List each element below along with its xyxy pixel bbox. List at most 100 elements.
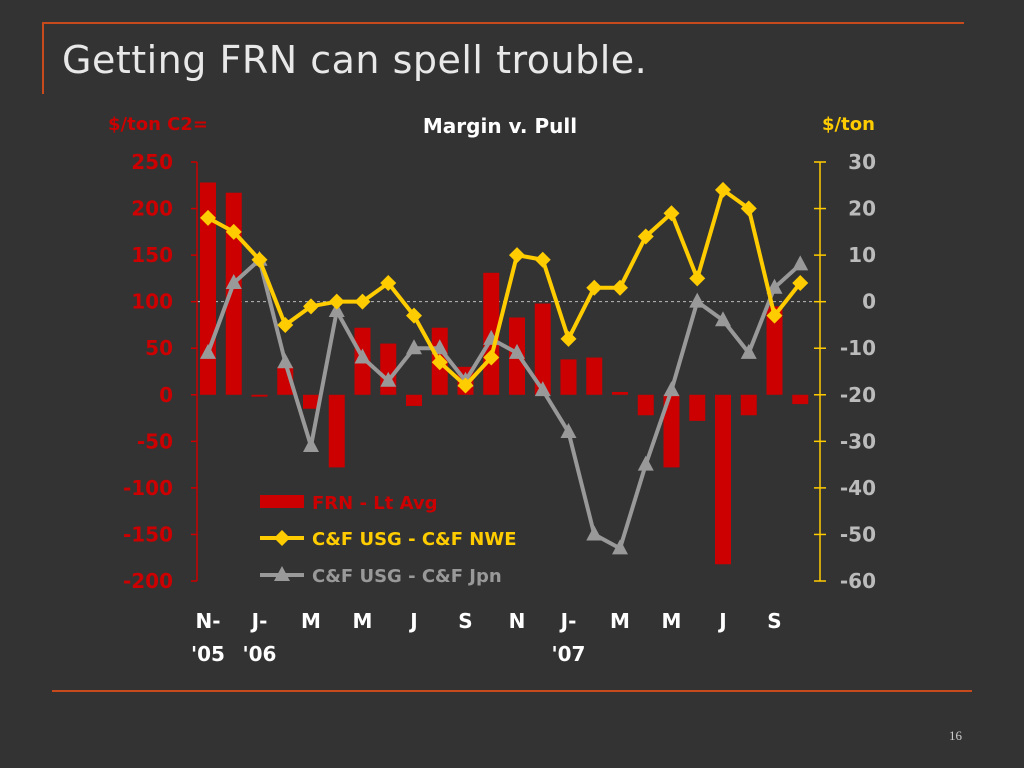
nwe-series-point [483, 349, 500, 366]
bottom-rule [52, 690, 972, 692]
jpn-series-point [380, 371, 397, 387]
jpn-series-point [637, 455, 654, 471]
left-tick-label: -150 [123, 522, 173, 546]
jpn-series-point [560, 423, 577, 439]
left-tick-label: -200 [123, 569, 173, 593]
nwe-series-line [207, 187, 802, 388]
right-tick-label: -10 [840, 336, 876, 360]
left-tick-label: -50 [137, 429, 173, 453]
frn-bar [637, 394, 654, 416]
nwe-series-point [457, 377, 474, 394]
x-tick-label: J [408, 609, 417, 633]
x-tick-label: J- [559, 609, 577, 633]
nwe-series-point [637, 228, 654, 245]
frn-bar [380, 343, 397, 395]
left-tick-label: 0 [159, 383, 173, 407]
title-left-rule [42, 22, 44, 94]
jpn-series-point [792, 255, 809, 271]
x-tick-label: J- [250, 609, 268, 633]
nwe-series-point [200, 209, 216, 226]
nwe-series-point [406, 307, 422, 324]
jpn-series-point [766, 278, 783, 294]
frn-bar [225, 192, 242, 395]
nwe-series-point [586, 279, 603, 296]
jpn-series-point [689, 292, 706, 308]
nwe-series-point [534, 251, 551, 268]
frn-bar [251, 394, 268, 397]
jpn-series-point [431, 339, 448, 355]
right-tick-label: 10 [848, 243, 876, 267]
nwe-series-point [766, 307, 783, 324]
right-tick-label: -30 [840, 429, 876, 453]
x-tick-label: S [767, 609, 781, 633]
page-number: 16 [949, 728, 962, 743]
frn-bar [715, 394, 731, 565]
x-tick-label: M [301, 609, 321, 633]
x-tick-label: M [353, 609, 373, 633]
jpn-series-point [612, 539, 628, 555]
x-tick-label: M [662, 609, 682, 633]
right-tick-label: 30 [848, 150, 876, 174]
left-tick-label: -100 [123, 476, 173, 500]
x-tick-label-year: '06 [243, 642, 277, 666]
jpn-series-point [509, 343, 525, 359]
jpn-series-point [534, 381, 551, 397]
frn-bar [689, 394, 706, 421]
nwe-series-point [354, 293, 371, 310]
nwe-series-point [303, 298, 319, 315]
nwe-series-point [277, 316, 294, 333]
nwe-series-point [509, 247, 525, 264]
nwe-series-point [715, 181, 731, 198]
frn-bar [740, 394, 757, 416]
jpn-series-point [303, 436, 319, 452]
right-tick-label: -50 [840, 522, 876, 546]
left-axis-label: $/ton C2= [108, 114, 208, 135]
x-tick-label: S [458, 609, 472, 633]
x-tick-label-year: '07 [552, 642, 586, 666]
nwe-series-point [328, 293, 345, 310]
right-tick-label: 0 [862, 290, 876, 314]
jpn-series-point [225, 274, 242, 290]
nwe-series-point [689, 270, 706, 287]
x-tick-label: J [717, 609, 726, 633]
top-rule [44, 22, 964, 24]
right-tick-label: -60 [840, 569, 876, 593]
left-tick-label: 50 [145, 336, 173, 360]
legend-jpn-label: C&F USG - C&F Jpn [312, 566, 502, 587]
jpn-series-point [354, 348, 371, 364]
nwe-series-point [560, 330, 577, 347]
frn-bar [406, 394, 422, 406]
frn-bar [792, 394, 809, 405]
x-tick-label: M [610, 609, 630, 633]
slide-title: Getting FRN can spell trouble. [62, 38, 648, 82]
left-tick-label: 250 [131, 150, 173, 174]
frn-bar [586, 357, 603, 395]
legend-frn-swatch [260, 495, 304, 508]
right-tick-label: -40 [840, 476, 876, 500]
frn-bar [612, 391, 628, 395]
nwe-series-point [431, 354, 448, 371]
legend-nwe-marker [274, 530, 290, 546]
frn-bar [663, 394, 680, 468]
legend-jpn-marker [274, 566, 290, 581]
x-tick-label: N- [195, 609, 220, 633]
nwe-series-point [612, 279, 628, 296]
nwe-series-point [792, 275, 809, 292]
frn-bar [303, 394, 319, 409]
legend-nwe-label: C&F USG - C&F NWE [312, 529, 517, 550]
jpn-series-point [406, 339, 422, 355]
nwe-series-point [663, 205, 680, 222]
right-tick-label: -20 [840, 383, 876, 407]
nwe-series-point [251, 251, 268, 268]
right-tick-label: 20 [848, 197, 876, 221]
jpn-series-point [200, 343, 216, 359]
nwe-series-point [740, 200, 757, 217]
frn-bar [328, 394, 345, 468]
x-tick-label-year: '05 [191, 642, 225, 666]
legend-frn-label: FRN - Lt Avg [312, 493, 437, 514]
left-tick-label: 200 [131, 197, 173, 221]
frn-bar [534, 303, 551, 395]
chart-title: Margin v. Pull [423, 114, 577, 138]
right-axis-label: $/ton [822, 114, 875, 135]
